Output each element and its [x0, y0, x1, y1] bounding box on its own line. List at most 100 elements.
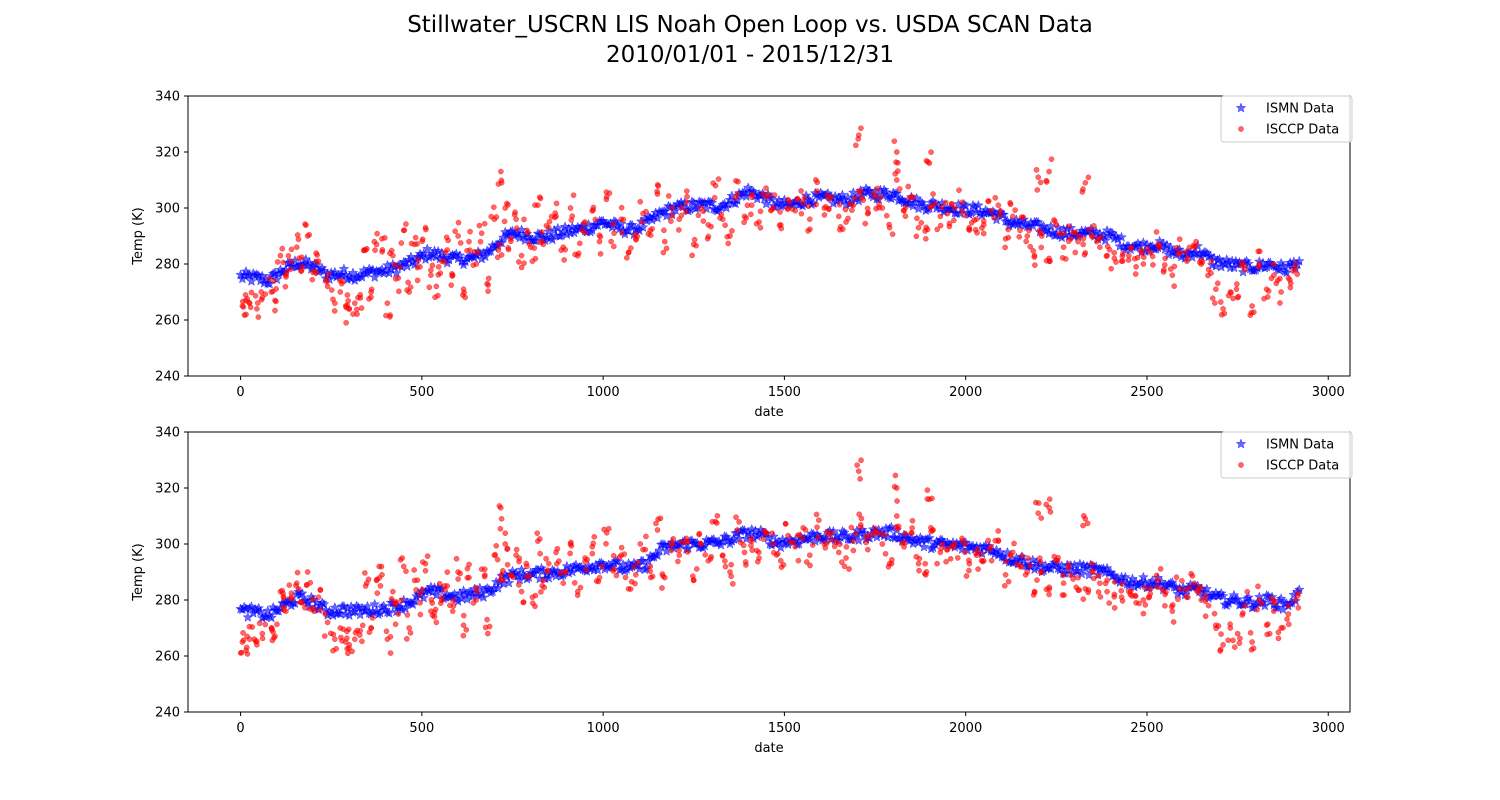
isccp-point-dense [1113, 259, 1119, 265]
isccp-point-dense [1270, 261, 1277, 268]
y-tick-label: 340 [155, 426, 180, 441]
isccp-point-dense [1211, 610, 1218, 617]
ismn-point-dense [296, 587, 308, 599]
isccp-point-dense [1211, 300, 1218, 306]
isccp-point-dense [428, 596, 435, 603]
isccp-point-dense [364, 245, 370, 252]
isccp-point-dense [913, 553, 920, 560]
isccp-point-dense [1080, 513, 1087, 519]
isccp-point [995, 202, 1002, 209]
isccp-point-dense [460, 612, 467, 619]
isccp-point-dense [610, 568, 616, 574]
isccp-point-dense [1255, 583, 1261, 590]
isccp-point-dense [979, 558, 986, 565]
isccp-point-dense [396, 288, 402, 295]
isccp-point-dense [676, 547, 682, 554]
isccp-point-dense [359, 638, 365, 645]
isccp-point-dense [639, 218, 645, 225]
isccp-point-dense [401, 227, 408, 234]
isccp-point [246, 636, 253, 643]
isccp-point-dense [1295, 590, 1302, 597]
isccp-point [484, 616, 490, 623]
isccp-point-dense [1075, 233, 1082, 239]
ismn-point-dense [1275, 593, 1287, 604]
isccp-point-dense [314, 252, 321, 258]
isccp-point [632, 571, 639, 578]
isccp-point-dense [1275, 635, 1282, 642]
isccp-point-dense [914, 215, 920, 222]
ismn-point-dense [1137, 571, 1149, 582]
isccp-point-dense [521, 260, 527, 267]
isccp-point [384, 300, 391, 307]
isccp-point-dense [886, 221, 892, 228]
isccp-point-dense [1254, 606, 1261, 613]
isccp-point-dense [391, 261, 398, 268]
isccp-point-dense [419, 586, 426, 593]
isccp-point-dense [1111, 605, 1118, 611]
ismn-point-dense [430, 589, 442, 600]
isccp-point [1242, 602, 1248, 609]
isccp-point-dense [411, 567, 417, 573]
isccp-point-dense [1208, 258, 1215, 265]
isccp-point-dense [771, 192, 778, 198]
isccp-point-dense [601, 526, 608, 533]
x-tick-label: 1500 [768, 721, 801, 736]
isccp-point-dense [928, 149, 934, 156]
isccp-point-dense [1217, 646, 1224, 653]
isccp-point-dense [256, 620, 263, 627]
isccp-point [864, 546, 871, 553]
isccp-point [455, 233, 461, 239]
ismn-point-dense [246, 275, 257, 286]
isccp-point-dense [1119, 258, 1126, 264]
y-tick-label: 280 [155, 258, 180, 273]
ismn-point-dense [418, 248, 430, 259]
isccp-point-dense [429, 262, 436, 269]
y-tick-label: 320 [155, 146, 180, 161]
ismn-point-dense [1165, 241, 1176, 253]
isccp-point-dense [1237, 635, 1243, 642]
isccp-point-dense [789, 206, 796, 212]
isccp-point-dense [392, 276, 399, 282]
isccp-point-dense [485, 275, 492, 282]
isccp-point [959, 199, 965, 206]
isccp-point-dense [934, 560, 940, 567]
isccp-point-dense [959, 208, 965, 215]
isccp-point-dense [511, 211, 518, 218]
isccp-point-dense [436, 580, 443, 587]
isccp-point-dense [414, 241, 420, 247]
isccp-point-dense [498, 572, 505, 578]
isccp-point-dense [932, 200, 938, 207]
isccp-point-dense [248, 289, 255, 296]
isccp-point-dense [836, 201, 843, 208]
isccp-point-dense [678, 212, 685, 219]
isccp-point-dense [579, 227, 585, 233]
isccp-point-dense [894, 168, 901, 174]
isccp-point-dense [954, 555, 961, 561]
isccp-point-dense [1202, 613, 1209, 620]
isccp-point-dense [700, 218, 707, 224]
isccp-point-dense [855, 136, 862, 142]
isccp-point [502, 541, 509, 547]
isccp-point-dense [553, 200, 560, 207]
isccp-point-dense [516, 555, 523, 562]
isccp-point-dense [1140, 254, 1147, 261]
isccp-point-dense [244, 644, 250, 651]
isccp-point-dense [654, 188, 660, 195]
isccp-point-dense [368, 294, 374, 301]
isccp-point-dense [905, 183, 912, 190]
isccp-point-dense [1268, 275, 1275, 282]
isccp-point-dense [438, 597, 445, 604]
isccp-point-dense [404, 612, 411, 618]
isccp-point-dense [1240, 610, 1246, 616]
isccp-point-dense [595, 578, 602, 585]
isccp-point [1060, 244, 1067, 251]
isccp-point-dense [663, 245, 670, 252]
plot-area [235, 125, 1305, 326]
isccp-point-dense [649, 225, 655, 232]
isccp-point-dense [923, 569, 930, 575]
isccp-point-dense [529, 600, 536, 607]
isccp-point-dense [1175, 251, 1182, 257]
isccp-point-dense [1005, 578, 1012, 585]
ismn-point-dense [652, 212, 663, 223]
isccp-point-dense [805, 203, 812, 210]
